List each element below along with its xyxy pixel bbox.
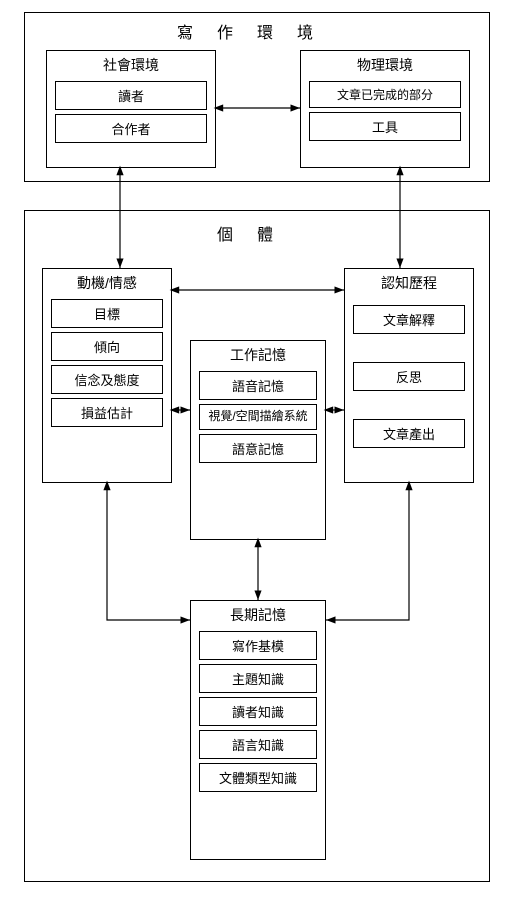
block-cognitive: 認知歷程 文章解釋 反思 文章產出: [344, 268, 474, 483]
cell: 反思: [353, 362, 465, 391]
block-title: 社會環境: [47, 51, 215, 77]
cell: 損益估計: [51, 398, 163, 427]
cell: 工具: [309, 112, 461, 141]
cell: 語意記憶: [199, 434, 317, 463]
cell: 目標: [51, 299, 163, 328]
cell: 語言知識: [199, 730, 317, 759]
cell: 讀者知識: [199, 697, 317, 726]
cell: 文體類型知識: [199, 763, 317, 792]
block-title: 工作記憶: [191, 341, 325, 367]
cell: 讀者: [55, 81, 207, 110]
block-working-memory: 工作記憶 語音記憶 視覺/空間描繪系統 語意記憶: [190, 340, 326, 540]
cell: 主題知識: [199, 664, 317, 693]
region-title-bottom: 個體: [25, 221, 489, 245]
cell: 語音記憶: [199, 371, 317, 400]
cell: 傾向: [51, 332, 163, 361]
cell: 文章產出: [353, 419, 465, 448]
block-physical-env: 物理環境 文章已完成的部分 工具: [300, 50, 470, 168]
cell: 寫作基模: [199, 631, 317, 660]
region-title-top: 寫作環境: [25, 19, 489, 43]
cell: 文章解釋: [353, 305, 465, 334]
block-title: 認知歷程: [345, 269, 473, 295]
block-title: 動機/情感: [43, 269, 171, 295]
block-title: 長期記憶: [191, 601, 325, 627]
cell: 視覺/空間描繪系統: [199, 404, 317, 430]
cell: 信念及態度: [51, 365, 163, 394]
block-long-term-memory: 長期記憶 寫作基模 主題知識 讀者知識 語言知識 文體類型知識: [190, 600, 326, 860]
cell: 文章已完成的部分: [309, 81, 461, 108]
block-social-env: 社會環境 讀者 合作者: [46, 50, 216, 168]
block-title: 物理環境: [301, 51, 469, 77]
cell: 合作者: [55, 114, 207, 143]
block-motivation: 動機/情感 目標 傾向 信念及態度 損益估計: [42, 268, 172, 483]
